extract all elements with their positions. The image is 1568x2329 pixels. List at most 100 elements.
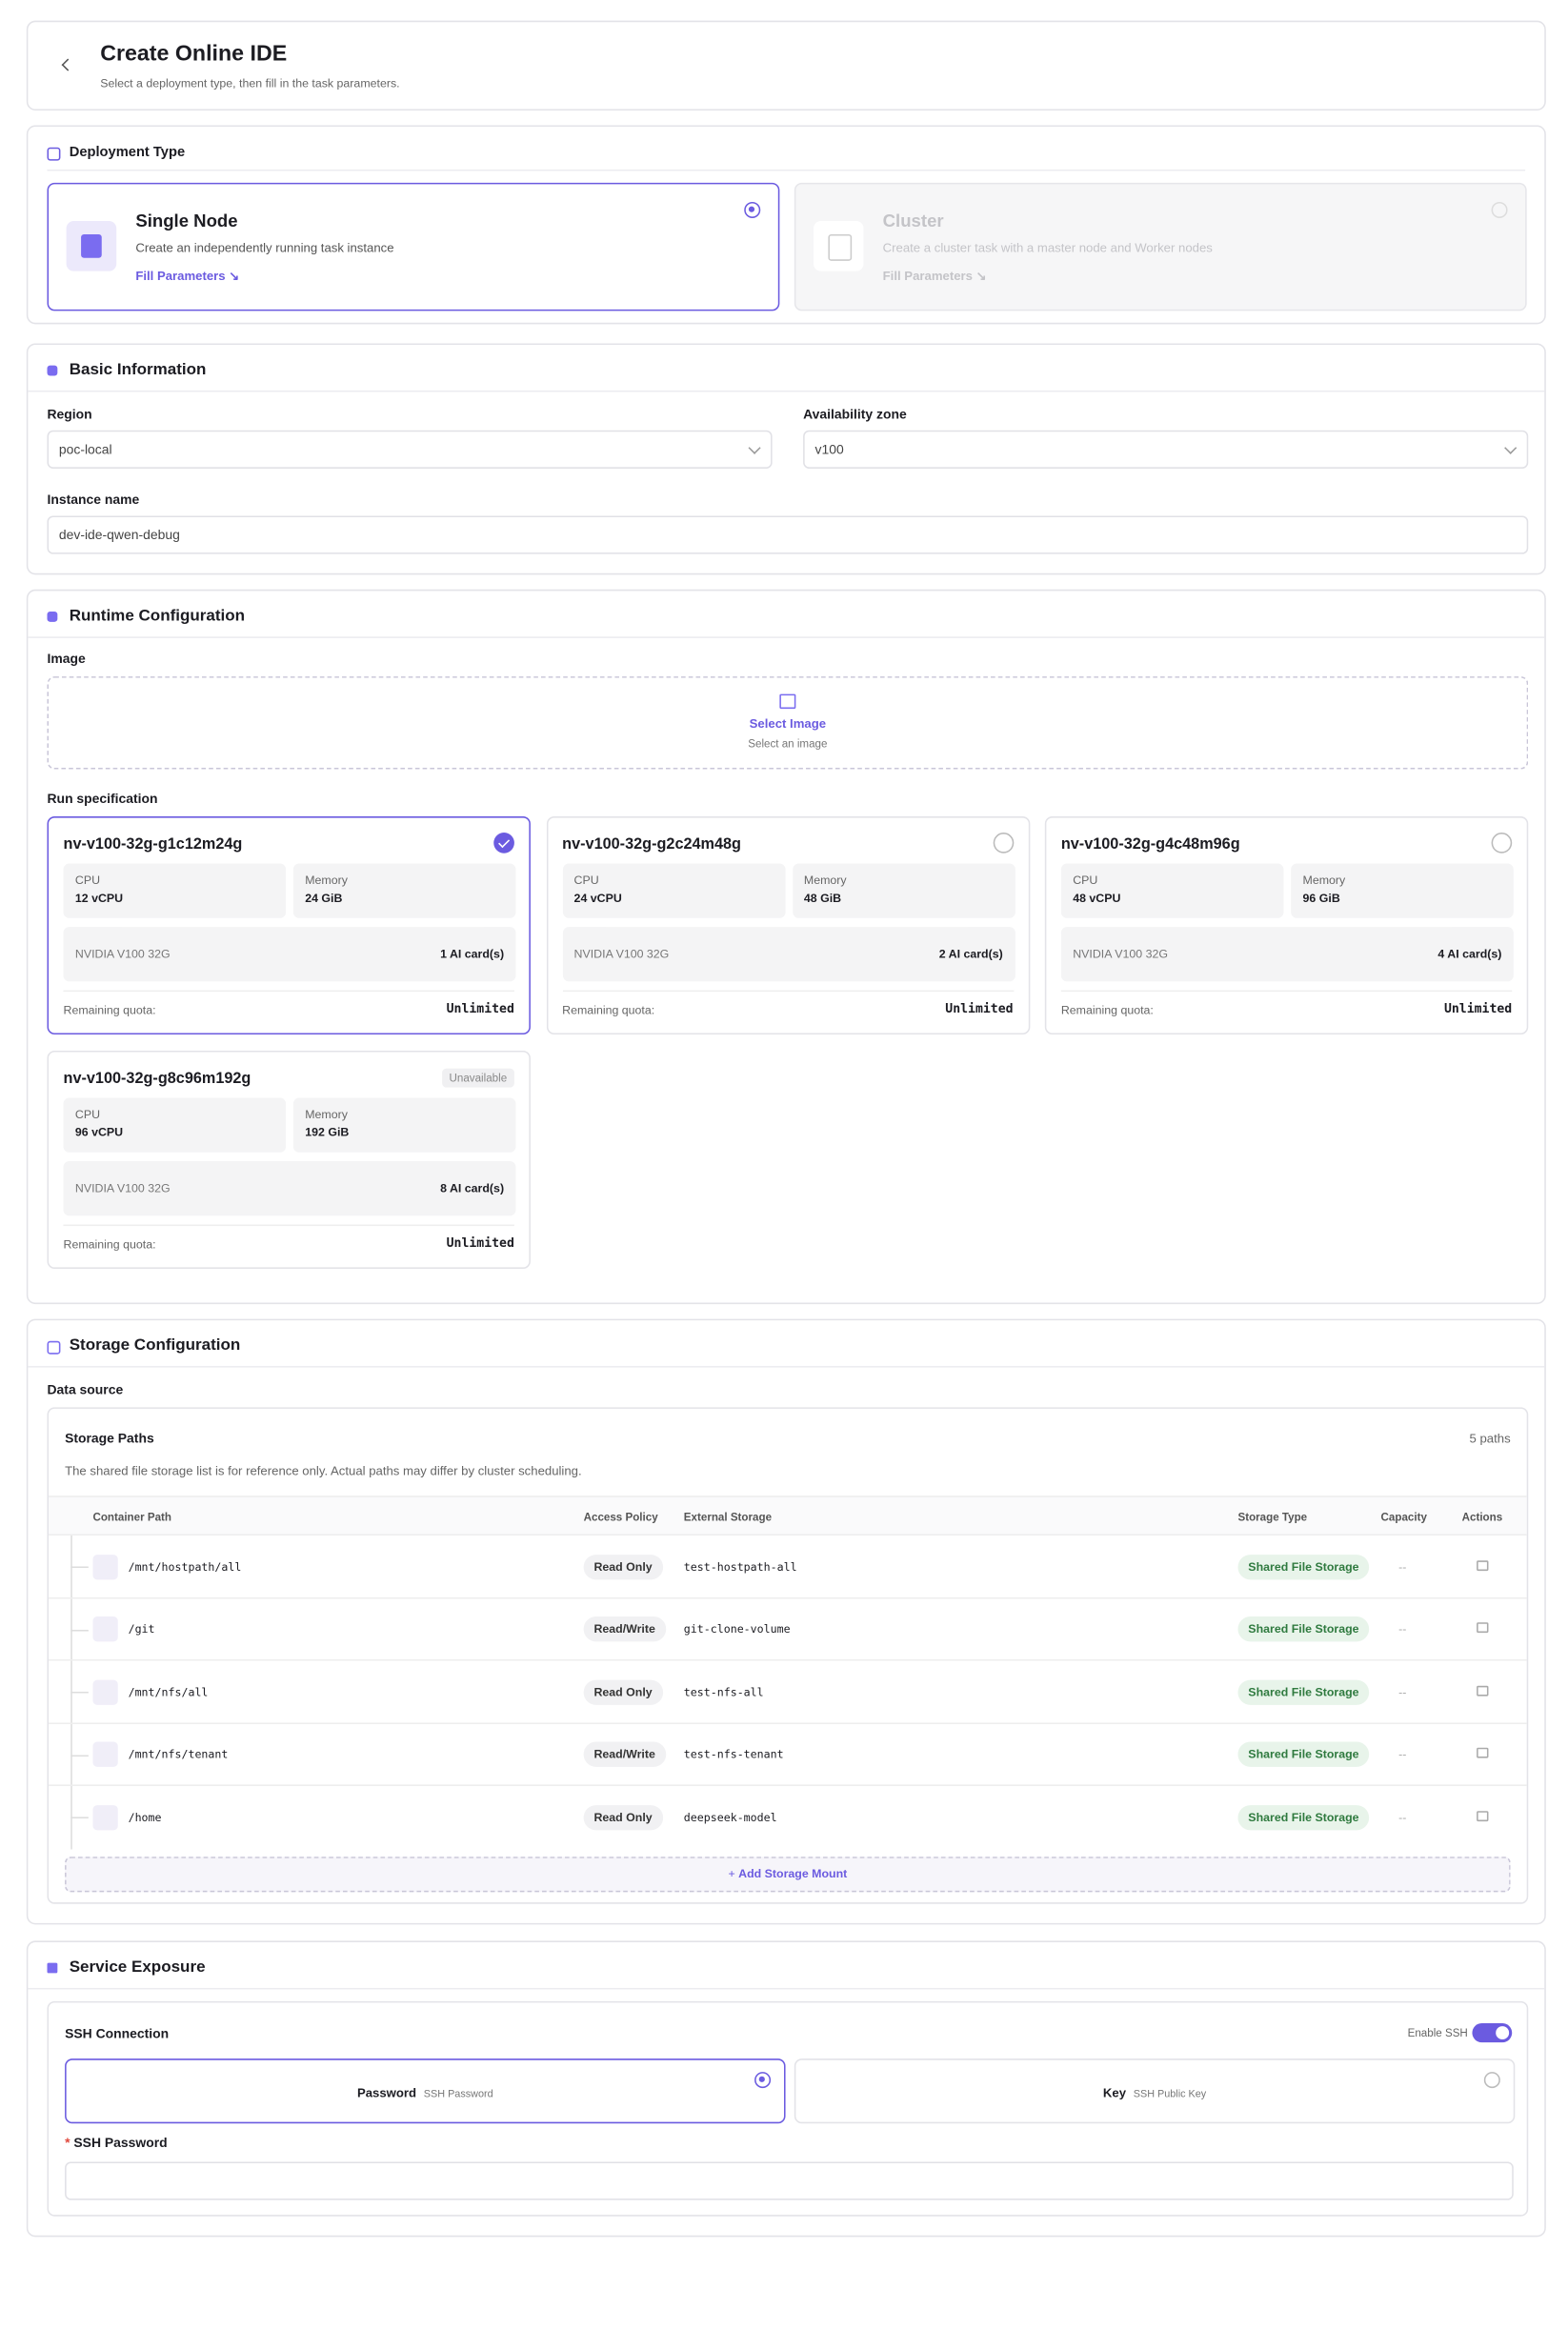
option-name: Cluster — [882, 211, 944, 231]
gpu-cards: 4 AI card(s) — [1437, 947, 1502, 961]
column-header: Storage Type — [1237, 1509, 1308, 1523]
file-icon — [92, 1554, 118, 1579]
table-header: Container Path Access Policy External Stor… — [49, 1496, 1527, 1536]
radio[interactable] — [992, 833, 1014, 853]
toggle-label: Enable SSH — [1407, 2026, 1468, 2040]
option-name: Single Node — [135, 211, 238, 231]
section-icon — [47, 612, 58, 622]
ssh-method[interactable]: Key SSH Public Key — [794, 2058, 1516, 2124]
method-hint: SSH Public Key — [1133, 2089, 1207, 2100]
spec-card[interactable]: nv-v100-32g-g2c24m48g CPU 24 vCPU Memory 48 … — [546, 816, 1030, 1034]
radio[interactable] — [1491, 201, 1508, 218]
zone-select[interactable]: v100 — [803, 430, 1529, 469]
access-badge: Read Only — [583, 1804, 663, 1830]
page-subtitle: Select a deployment type, then fill in t… — [100, 76, 400, 90]
box-label: Memory — [305, 873, 348, 888]
option-link[interactable]: Fill Parameters ↘ — [135, 268, 240, 284]
gpu-model: NVIDIA V100 32G — [1073, 947, 1168, 961]
access-cell: Read/Write — [583, 1741, 684, 1768]
method-name: Password — [356, 2085, 417, 2100]
lock-icon[interactable] — [1477, 1559, 1489, 1571]
deployment-option[interactable]: Single Node Create an independently runni… — [47, 182, 780, 311]
lock-icon[interactable] — [1477, 1685, 1489, 1697]
radio[interactable] — [744, 201, 761, 218]
image-action: Select Image — [749, 715, 827, 732]
lock-icon[interactable] — [1477, 1748, 1489, 1758]
box-label: Memory — [305, 1108, 348, 1122]
image-hint: Select an image — [748, 736, 828, 751]
method-hint: SSH Password — [423, 2089, 493, 2100]
section-icon — [47, 147, 61, 161]
table-row: /mnt/nfs/tenant Read/Write test-nfs-tenant… — [49, 1721, 1527, 1786]
field-label: Run specification — [47, 791, 158, 807]
box-value: 96 vCPU — [74, 1125, 124, 1139]
spec-card[interactable]: nv-v100-32g-g4c48m96g CPU 48 vCPU Memory 96 … — [1044, 816, 1529, 1034]
table-row: /git Read/Write git-clone-volume Shared Fil… — [49, 1596, 1527, 1661]
unavailable-badge: Unavailable — [441, 1068, 514, 1088]
ssh-method[interactable]: Password SSH Password — [65, 2058, 786, 2124]
radio[interactable] — [1491, 833, 1513, 853]
panel-note: The shared file storage list is for refe… — [65, 1463, 582, 1478]
back-button[interactable] — [61, 58, 74, 71]
add-mount-button[interactable]: + Add Storage Mount — [65, 1857, 1511, 1893]
box-value: 24 vCPU — [573, 891, 622, 905]
spec-name: nv-v100-32g-g4c48m96g — [1060, 835, 1240, 853]
section-title: Basic Information — [69, 361, 207, 379]
actions-cell — [1462, 1559, 1529, 1574]
radio[interactable] — [754, 2072, 772, 2089]
spec-card[interactable]: nv-v100-32g-g1c12m24g CPU 12 vCPU Memory 24 … — [47, 816, 531, 1034]
lock-icon[interactable] — [1477, 1622, 1489, 1634]
box-label: CPU — [74, 873, 101, 888]
quota-value: Unlimited — [945, 1001, 1014, 1017]
divider — [28, 636, 1545, 638]
ssh-panel: SSH Connection Enable SSH * SSH Password… — [47, 2000, 1529, 2217]
password-input[interactable] — [65, 2161, 1514, 2200]
option-link: Fill Parameters ↘ — [882, 268, 987, 284]
file-icon — [92, 1741, 118, 1768]
path-text: /mnt/hostpath/all — [128, 1559, 242, 1574]
divider — [28, 1987, 1545, 1990]
lock-icon[interactable] — [1477, 1810, 1489, 1821]
button-label: Add Storage Mount — [738, 1867, 848, 1880]
instance-input[interactable]: dev-ide-qwen-debug — [47, 515, 1529, 554]
box-label: CPU — [1073, 873, 1098, 888]
box-value: 48 vCPU — [1073, 891, 1121, 905]
cpu-box: CPU 24 vCPU — [562, 863, 785, 918]
section-icon — [47, 365, 58, 376]
cpu-box: CPU 48 vCPU — [1060, 863, 1284, 918]
option-icon — [66, 221, 117, 271]
gpu-box: NVIDIA V100 32G 1 AI card(s) — [63, 927, 516, 982]
path-count: 5 paths — [1469, 1431, 1511, 1446]
gpu-box: NVIDIA V100 32G 8 AI card(s) — [63, 1161, 516, 1216]
file-icon — [92, 1804, 118, 1830]
box-label: CPU — [573, 873, 599, 888]
divider — [28, 1366, 1545, 1368]
gpu-box: NVIDIA V100 32G 4 AI card(s) — [1060, 927, 1514, 982]
selected-check[interactable] — [493, 833, 514, 853]
region-select[interactable]: poc-local — [47, 430, 773, 469]
path-text: /mnt/nfs/tenant — [128, 1748, 229, 1762]
tree-branch — [70, 1629, 89, 1632]
storage-type-badge: Shared File Storage — [1237, 1804, 1370, 1830]
quota-value: Unlimited — [1443, 1001, 1513, 1017]
chevron — [1504, 441, 1518, 454]
radio[interactable] — [1483, 2072, 1500, 2089]
box-value: 48 GiB — [803, 891, 842, 905]
type-cell: Shared File Storage — [1237, 1679, 1380, 1705]
external-storage: git-clone-volume — [683, 1622, 791, 1636]
tree-branch — [70, 1566, 89, 1569]
type-cell: Shared File Storage — [1237, 1616, 1380, 1642]
ssh-title: SSH Connection — [65, 2026, 170, 2041]
method-name: Key — [1102, 2085, 1127, 2100]
gpu-cards: 2 AI card(s) — [938, 947, 1003, 961]
image-picker[interactable]: Select Image Select an image — [47, 676, 1529, 770]
external-storage: test-nfs-all — [683, 1685, 764, 1699]
memory-box: Memory 24 GiB — [292, 863, 516, 918]
quota-label: Remaining quota: — [63, 1237, 156, 1252]
select-value: v100 — [814, 442, 844, 457]
type-cell: Shared File Storage — [1237, 1741, 1380, 1768]
ssh-toggle[interactable] — [1472, 2023, 1513, 2043]
plus-icon: + — [728, 1867, 739, 1880]
path-text: /mnt/nfs/all — [128, 1685, 209, 1699]
